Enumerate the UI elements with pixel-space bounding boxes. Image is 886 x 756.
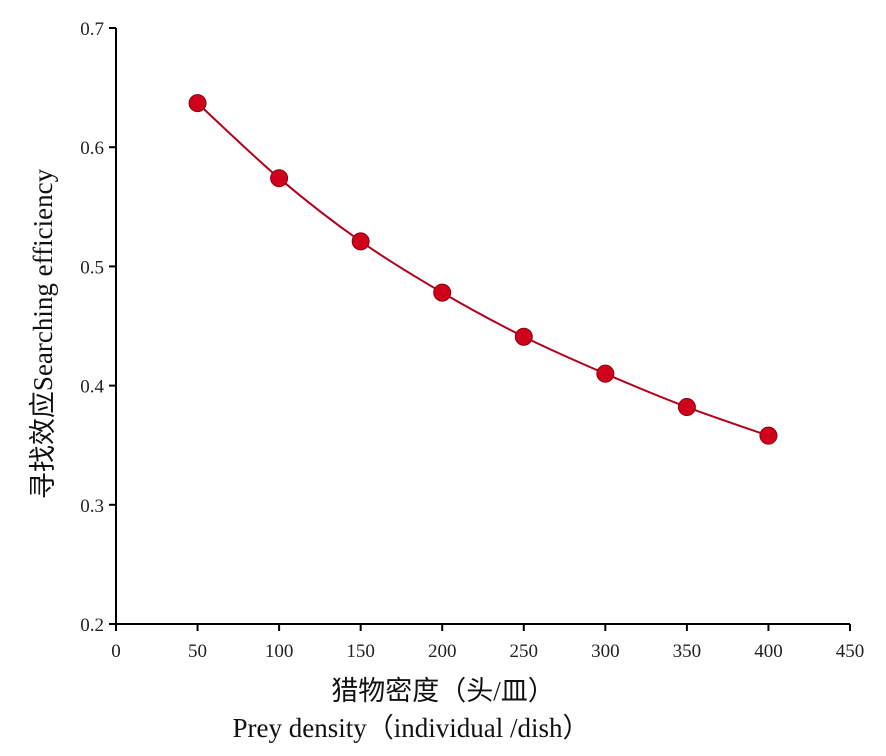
x-tick-label: 150 — [346, 641, 375, 662]
y-tick-label: 0.4 — [80, 377, 104, 398]
x-tick-label: 100 — [265, 641, 294, 662]
data-point — [433, 283, 452, 302]
x-tick-label: 400 — [754, 641, 783, 662]
x-tick-label: 350 — [673, 641, 702, 662]
y-tick-label: 0.6 — [80, 138, 104, 159]
data-point — [596, 364, 615, 383]
x-tick-label: 200 — [428, 641, 457, 662]
data-points — [188, 94, 778, 445]
x-ticks: 0 50 100 150 200 250 300 350 400 450 — [111, 624, 864, 662]
y-tick-label: 0.7 — [80, 19, 104, 40]
axes — [115, 28, 850, 625]
y-ticks: 0.2 0.3 0.4 0.5 0.6 0.7 — [80, 19, 116, 636]
x-axis-title-english: Prey density（individual /dish） — [233, 713, 590, 743]
data-point — [759, 426, 778, 445]
y-tick-label: 0.5 — [80, 257, 104, 278]
x-tick-label: 50 — [188, 641, 207, 662]
x-axis-title-chinese: 猎物密度（头/皿） — [331, 676, 555, 706]
x-tick-label: 250 — [510, 641, 539, 662]
y-tick-label: 0.2 — [80, 615, 104, 636]
y-tick-label: 0.3 — [80, 496, 104, 517]
x-tick-label: 300 — [591, 641, 620, 662]
data-point — [188, 94, 207, 113]
data-point — [677, 398, 696, 417]
x-tick-label: 450 — [836, 641, 865, 662]
y-axis-title: 寻找效应Searching efficiency — [28, 168, 58, 499]
series-line — [196, 102, 769, 437]
data-point — [514, 327, 533, 346]
data-point — [270, 169, 289, 188]
data-point — [351, 232, 370, 251]
x-tick-label: 0 — [111, 641, 121, 662]
